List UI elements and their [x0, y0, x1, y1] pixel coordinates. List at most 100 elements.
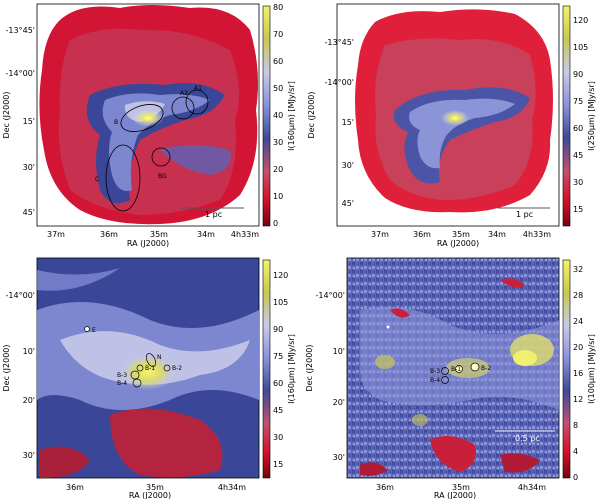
ra-tick: 37m [47, 230, 65, 239]
ra-tick: 36m [66, 483, 84, 492]
y-axis-label: Dec (J2000) [2, 345, 11, 392]
scale-bar-label: 1 pc [516, 210, 533, 219]
dec-tick: 45' [23, 208, 35, 217]
dec-tick: 20' [23, 396, 35, 405]
region-a1-circle [185, 89, 209, 115]
ra-tick: 4h33m [523, 230, 551, 239]
ra-tick: 34m [488, 230, 506, 239]
ra-tick: 36m [413, 230, 431, 239]
colorbar-tick: 30 [573, 178, 583, 187]
region-a2-circle [171, 96, 195, 120]
colorbar-tick: 120 [573, 16, 588, 25]
region-label-e: E [92, 327, 96, 334]
colorbar-tick: 10 [273, 192, 283, 201]
region-label-b2: B-2 [481, 365, 491, 372]
map-image [355, 9, 553, 213]
ra-tick: 35m [146, 483, 164, 492]
panel-160um-zoom: E N B-1 B-2 B-3 B-4 36m 35m 4h34m -14°00… [2, 257, 296, 499]
colorbar-tick: 16 [573, 369, 583, 378]
colorbar-label: I(250μm) [MJy/sr] [587, 81, 596, 151]
y-axis-label: Dec (J2000) [2, 92, 11, 139]
dec-tick: -13°45' [6, 26, 35, 35]
dec-tick: -14°00' [6, 291, 35, 300]
colorbar [562, 5, 571, 227]
ra-tick: 35m [452, 230, 470, 239]
dec-tick: 10' [23, 347, 35, 356]
scale-bar-label: 0.5 pc [515, 434, 540, 443]
region-e-marker [84, 326, 90, 332]
map-image [360, 278, 559, 476]
dec-tick: 15' [342, 118, 354, 127]
region-label-b1: B-1 [145, 365, 155, 372]
colorbar-tick: 50 [273, 84, 283, 93]
ra-tick: 36m [100, 230, 118, 239]
region-b4-circle [441, 376, 449, 384]
region-b1-circle [136, 364, 144, 372]
region-label-b: B [114, 119, 118, 126]
region-label-a2: A2 [180, 90, 188, 97]
region-label-n: N [157, 354, 162, 361]
y-axis-label: Dec (J2000) [307, 92, 316, 139]
dec-tick: 45' [342, 199, 354, 208]
region-b3-circle [441, 367, 449, 375]
region-label-b2: B-2 [172, 365, 182, 372]
region-b2-circle [470, 362, 480, 372]
region-label-b3: B-3 [430, 368, 440, 375]
region-label-bg: BG [158, 173, 167, 180]
colorbar [262, 5, 271, 227]
dec-tick: 30' [342, 161, 354, 170]
colorbar-tick: 15 [273, 460, 283, 469]
colorbar-tick: 90 [573, 70, 583, 79]
region-label-b4: B-4 [430, 377, 440, 384]
colorbar-tick: 0 [573, 473, 578, 482]
colorbar-label: I(100μm) [MJy/sr] [587, 334, 596, 404]
x-axis-label: RA (J2000) [434, 491, 476, 499]
colorbar-tick: 75 [573, 97, 583, 106]
dec-tick: 10' [333, 347, 345, 356]
colorbar-tick: 4 [573, 447, 578, 456]
map-image [37, 268, 259, 478]
ra-tick: 34m [197, 230, 215, 239]
dec-tick: 30' [23, 451, 35, 460]
colorbar-tick: 30 [273, 138, 283, 147]
region-label-a1: A1 [194, 85, 202, 92]
region-n-ellipse [145, 353, 157, 367]
ra-tick: 4h34m [518, 483, 546, 492]
region-label-b4: B-4 [117, 380, 127, 387]
colorbar-label: I(160μm) [MJy/sr] [287, 81, 296, 151]
region-b2-circle [163, 364, 171, 372]
dec-tick: 20' [333, 398, 345, 407]
colorbar-tick: 32 [573, 265, 583, 274]
x-axis-label: RA (J2000) [127, 239, 169, 248]
map-image [39, 5, 258, 225]
colorbar-tick: 70 [273, 30, 283, 39]
colorbar-tick: 75 [273, 352, 283, 361]
colorbar-tick: 105 [273, 298, 288, 307]
colorbar-tick: 120 [273, 271, 288, 280]
region-label-b1: B-1 [451, 366, 461, 373]
ra-tick: 36m [376, 483, 394, 492]
dec-tick: 30' [333, 453, 345, 462]
dec-tick: -14°00' [6, 69, 35, 78]
panel-160um-large: B A2 A1 C BG 1 pc 37m 36m 35m 34m 4h33m … [2, 3, 296, 248]
ra-tick: 35m [452, 483, 470, 492]
colorbar [562, 259, 571, 479]
colorbar-tick: 30 [273, 433, 283, 442]
ra-tick: 4h34m [218, 483, 246, 492]
y-axis-label: Dec (J2000) [305, 345, 314, 392]
region-bg-circle [151, 147, 171, 167]
panel-250um-large: 1 pc 37m 36m 35m 34m 4h33m -13°45' -14°0… [307, 3, 596, 248]
dec-tick: 30' [23, 163, 35, 172]
colorbar-tick: 24 [573, 317, 583, 326]
colorbar-tick: 45 [573, 151, 583, 160]
colorbar-tick: 20 [273, 165, 283, 174]
colorbar-tick: 40 [273, 111, 283, 120]
x-axis-label: RA (J2000) [437, 239, 479, 248]
ra-tick: 4h33m [231, 230, 259, 239]
colorbar-label: I(160μm) [MJy/sr] [287, 334, 296, 404]
colorbar-tick: 20 [573, 343, 583, 352]
ra-tick: 37m [371, 230, 389, 239]
dec-tick: -14°00' [325, 78, 354, 87]
region-b3-circle [130, 370, 140, 380]
colorbar-tick: 60 [273, 57, 283, 66]
